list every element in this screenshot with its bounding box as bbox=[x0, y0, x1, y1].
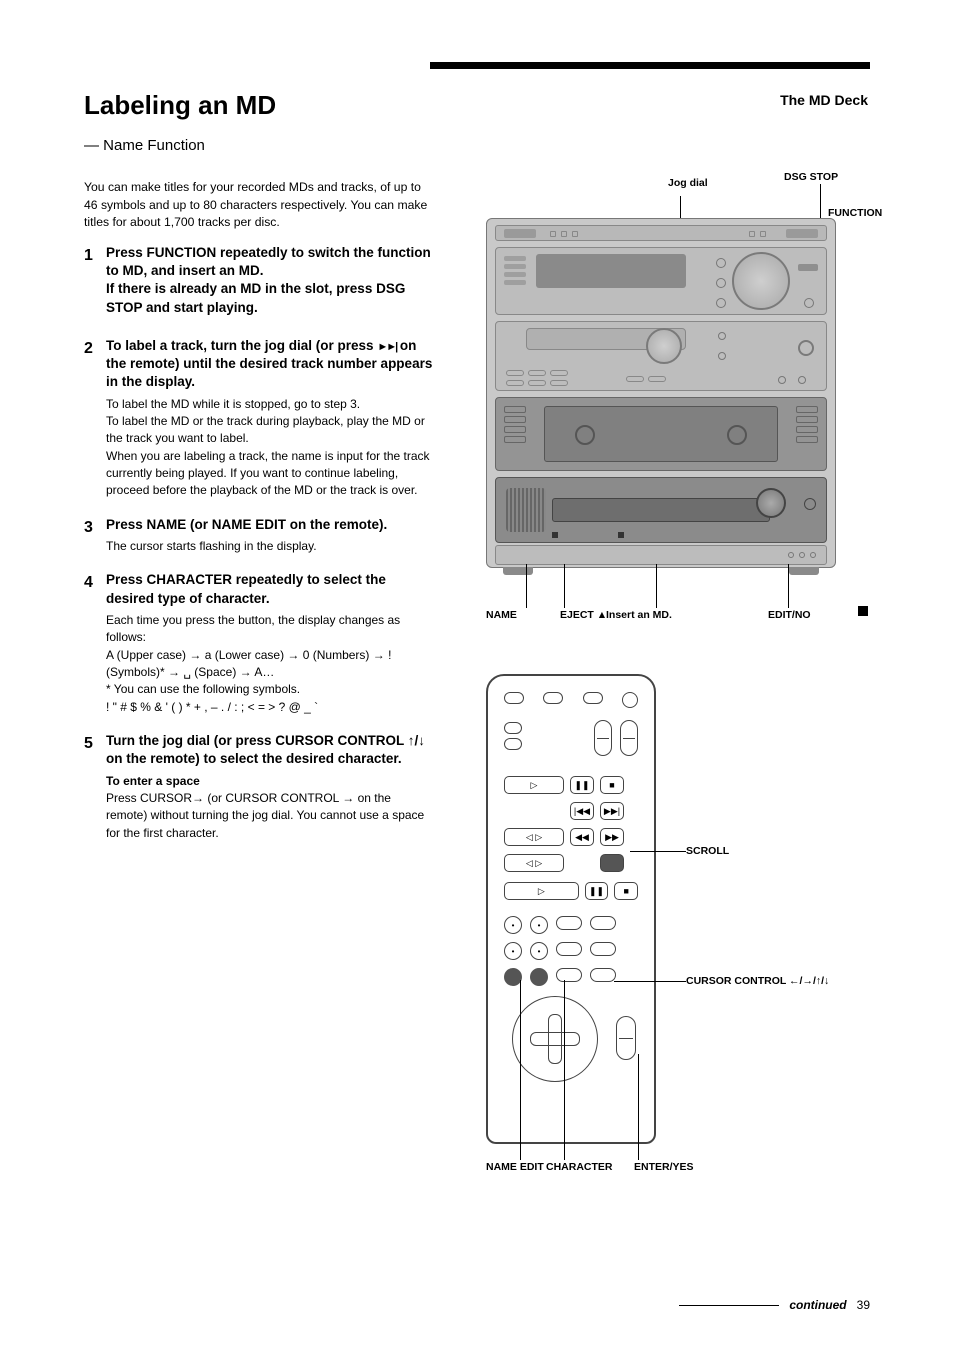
label-name: NAME bbox=[486, 608, 517, 623]
page-footer: continued 39 bbox=[679, 1298, 870, 1312]
stop-button-icon bbox=[804, 498, 816, 510]
intro-text: You can make titles for your recorded MD… bbox=[84, 179, 434, 232]
step-1-lead: Press FUNCTION repeatedly to switch the … bbox=[106, 244, 434, 317]
steps-list: 1 Press FUNCTION repeatedly to switch th… bbox=[84, 244, 434, 842]
display-section bbox=[495, 247, 827, 315]
stereo-illustration bbox=[486, 218, 836, 568]
step-3-lead: Press NAME (or NAME EDIT on the remote). bbox=[106, 516, 434, 534]
label-cursor-control: CURSOR CONTROL ←/→/↑/↓ bbox=[686, 974, 829, 989]
label-insert-md: Insert an MD. bbox=[606, 608, 672, 623]
step-5-lead: Turn the jog dial (or press CURSOR CONTR… bbox=[106, 732, 434, 768]
step-2-detail: To label the MD while it is stopped, go … bbox=[106, 396, 434, 500]
page-title: Labeling an MD bbox=[84, 90, 434, 121]
label-character: CHARACTER bbox=[546, 1160, 613, 1175]
left-column: Labeling an MD — Name Function You can m… bbox=[84, 90, 434, 1144]
label-enter-yes: ENTER/YES bbox=[634, 1160, 694, 1175]
step-3: 3 Press NAME (or NAME EDIT on the remote… bbox=[84, 516, 434, 556]
step-2: 2 To label a track, turn the jog dial (o… bbox=[84, 337, 434, 500]
step-4: 4 Press CHARACTER repeatedly to select t… bbox=[84, 571, 434, 716]
page-subtitle: — Name Function bbox=[84, 135, 434, 157]
md-slot-icon bbox=[552, 498, 770, 522]
md-section bbox=[495, 477, 827, 543]
cd-section bbox=[495, 321, 827, 391]
name-button-icon bbox=[552, 532, 558, 538]
edit-knob-icon bbox=[756, 488, 786, 518]
label-name-edit: NAME EDIT bbox=[486, 1160, 544, 1175]
title-main: Labeling an MD bbox=[84, 90, 276, 120]
tape-section bbox=[495, 397, 827, 471]
right-column: The MD Deck Jog dial DSG STOP FUNCTION bbox=[468, 90, 868, 1144]
step-2-lead: To label a track, turn the jog dial (or … bbox=[106, 337, 434, 392]
function-button-icon bbox=[798, 264, 818, 271]
step-5-detail: To enter a space Press CURSOR→ (or CURSO… bbox=[106, 773, 434, 843]
step-4-lead: Press CHARACTER repeatedly to select the… bbox=[106, 571, 434, 607]
label-function: FUNCTION bbox=[828, 206, 882, 221]
page-number: 39 bbox=[857, 1298, 870, 1312]
label-eject: EJECT ▲ bbox=[560, 608, 607, 623]
step-3-detail: The cursor starts flashing in the displa… bbox=[106, 538, 434, 555]
continued-label: continued bbox=[789, 1298, 846, 1312]
step-1: 1 Press FUNCTION repeatedly to switch th… bbox=[84, 244, 434, 321]
jog-dial-icon bbox=[732, 252, 790, 310]
label-dsg-stop: DSG STOP bbox=[784, 170, 838, 185]
label-jog-dial: Jog dial bbox=[668, 176, 708, 191]
stereo-bottom-labels: NAME EJECT ▲ Insert an MD. EDIT/NO bbox=[486, 568, 836, 628]
chapter-heading: The MD Deck bbox=[468, 90, 868, 110]
label-scroll: SCROLL bbox=[686, 844, 729, 859]
step-4-detail: Each time you press the button, the disp… bbox=[106, 612, 434, 716]
label-edit-no: EDIT/NO bbox=[768, 608, 811, 623]
remote-labels: SCROLL CURSOR CONTROL ←/→/↑/↓ NAME EDIT … bbox=[486, 674, 786, 1174]
stereo-top-labels: Jog dial DSG STOP FUNCTION bbox=[468, 170, 868, 210]
section-rule bbox=[430, 62, 870, 69]
page-content: Labeling an MD — Name Function You can m… bbox=[84, 90, 870, 1144]
eject-button-icon bbox=[618, 532, 624, 538]
step-5: 5 Turn the jog dial (or press CURSOR CON… bbox=[84, 732, 434, 842]
remote-illustration-wrap: ▷❚❚■ |◀◀▶▶| ◁ ▷◀◀▶▶ ◁ ▷ ▷❚❚■ •• •• SCROL… bbox=[486, 674, 868, 1144]
fast-forward-icon: ►►| bbox=[377, 341, 396, 353]
